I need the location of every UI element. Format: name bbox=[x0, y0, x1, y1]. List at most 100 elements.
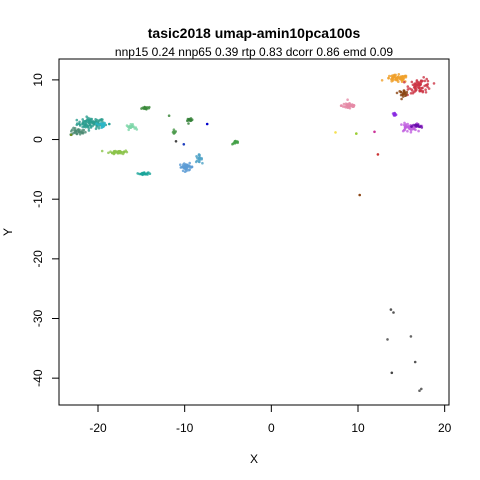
data-point bbox=[423, 79, 427, 83]
data-point bbox=[97, 126, 101, 130]
data-point bbox=[95, 118, 99, 122]
data-point bbox=[182, 162, 186, 165]
data-point bbox=[112, 152, 116, 156]
data-point bbox=[69, 133, 73, 137]
data-point bbox=[402, 128, 406, 132]
data-point bbox=[95, 122, 98, 125]
data-point bbox=[189, 119, 193, 122]
data-point bbox=[411, 83, 415, 87]
y-axis: 10 0 -10 -20 -30 -40 bbox=[31, 73, 60, 387]
data-point bbox=[189, 117, 193, 120]
data-point bbox=[414, 124, 417, 127]
data-point bbox=[77, 128, 80, 131]
data-point bbox=[174, 140, 178, 143]
data-point bbox=[77, 130, 80, 134]
data-point bbox=[135, 128, 139, 131]
data-point bbox=[413, 360, 417, 364]
data-point bbox=[346, 98, 349, 101]
data-point bbox=[412, 123, 415, 127]
data-point bbox=[188, 168, 191, 171]
y-tick-label: -20 bbox=[31, 250, 45, 268]
data-point bbox=[345, 103, 348, 107]
data-point bbox=[197, 153, 201, 157]
data-point bbox=[200, 156, 203, 160]
data-point bbox=[406, 122, 410, 126]
data-point bbox=[147, 171, 150, 174]
data-point bbox=[95, 125, 98, 129]
data-point bbox=[397, 80, 400, 83]
data-point bbox=[167, 114, 171, 117]
data-point bbox=[393, 111, 397, 115]
data-point bbox=[394, 78, 398, 81]
data-point bbox=[183, 170, 187, 173]
data-point bbox=[406, 125, 410, 129]
data-point bbox=[194, 160, 198, 164]
data-point bbox=[411, 91, 415, 95]
data-point bbox=[236, 140, 239, 144]
data-point bbox=[423, 84, 426, 88]
data-point bbox=[406, 85, 410, 88]
x-tick-label: 10 bbox=[351, 421, 365, 435]
data-point bbox=[181, 169, 185, 173]
data-point bbox=[118, 149, 122, 153]
data-point bbox=[373, 130, 376, 134]
data-point bbox=[127, 128, 130, 132]
data-point bbox=[409, 335, 413, 338]
data-point bbox=[417, 86, 421, 89]
data-point bbox=[421, 79, 424, 83]
data-point bbox=[132, 125, 135, 128]
data-point bbox=[404, 74, 407, 78]
data-point bbox=[419, 83, 422, 86]
x-axis-label: X bbox=[250, 452, 258, 466]
data-point bbox=[101, 125, 104, 128]
data-point bbox=[89, 126, 93, 129]
data-point bbox=[415, 88, 418, 91]
plot-frame bbox=[58, 58, 450, 406]
data-point bbox=[421, 86, 424, 90]
data-point bbox=[347, 104, 351, 108]
data-point bbox=[404, 94, 407, 97]
data-point bbox=[179, 166, 183, 169]
data-point bbox=[399, 93, 403, 97]
y-tick-label: -10 bbox=[31, 190, 45, 208]
data-point bbox=[78, 133, 82, 136]
data-point bbox=[397, 73, 401, 76]
data-point bbox=[401, 92, 405, 96]
data-point bbox=[400, 97, 403, 101]
data-point bbox=[395, 91, 399, 95]
data-point bbox=[427, 87, 431, 90]
data-point bbox=[182, 166, 185, 170]
data-point bbox=[76, 122, 79, 125]
data-point bbox=[399, 90, 403, 94]
data-point bbox=[188, 161, 191, 165]
data-point bbox=[343, 105, 347, 108]
data-point bbox=[390, 371, 394, 375]
data-point bbox=[73, 131, 77, 134]
data-point bbox=[386, 338, 389, 341]
data-point bbox=[101, 123, 105, 126]
chart-subtitle: nnp15 0.24 nnp65 0.39 rtp 0.83 dcorr 0.8… bbox=[115, 45, 394, 59]
x-tick-label: -10 bbox=[176, 421, 194, 435]
data-point bbox=[75, 118, 79, 122]
data-point bbox=[81, 131, 85, 134]
data-point bbox=[418, 389, 421, 393]
data-point bbox=[426, 82, 430, 86]
data-point bbox=[91, 120, 95, 123]
data-point bbox=[78, 124, 82, 127]
data-point bbox=[205, 122, 209, 126]
data-point bbox=[145, 107, 148, 110]
data-point bbox=[415, 81, 418, 85]
y-tick-label: -40 bbox=[31, 369, 45, 387]
data-point bbox=[402, 89, 406, 92]
data-point bbox=[334, 131, 337, 134]
data-point bbox=[391, 79, 395, 82]
x-tick-label: -20 bbox=[89, 421, 107, 435]
data-point bbox=[108, 122, 111, 126]
data-point bbox=[133, 127, 136, 130]
data-point bbox=[409, 127, 412, 131]
data-point bbox=[358, 193, 362, 197]
data-point bbox=[392, 311, 395, 314]
data-point bbox=[148, 105, 151, 109]
data-point bbox=[81, 122, 85, 126]
